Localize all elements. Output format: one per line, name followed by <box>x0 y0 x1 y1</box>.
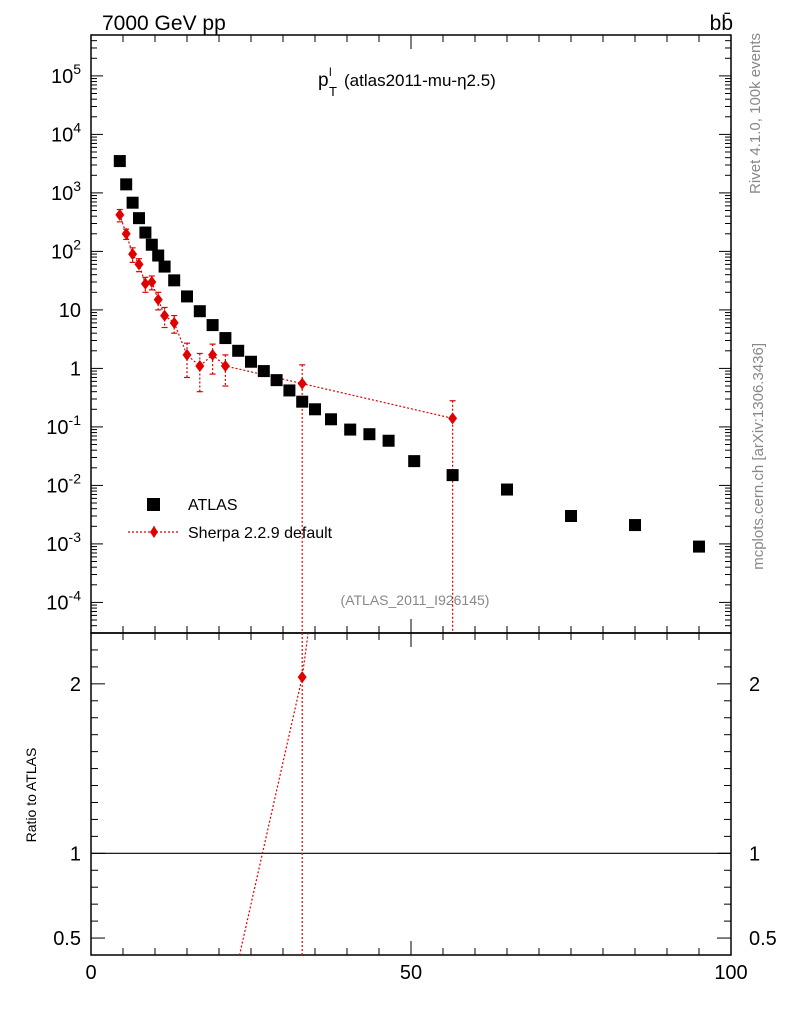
ratio-y-tick-label-right: 2 <box>749 674 760 696</box>
atlas-data-point <box>193 305 206 318</box>
mc-data-point <box>121 227 131 240</box>
atlas-data-point <box>113 155 126 168</box>
energy-label: 7000 GeV pp <box>102 12 226 35</box>
mc-error-bars <box>116 208 456 633</box>
ratio-y-tick-label-right: 1 <box>749 843 760 865</box>
main-y-tick-label: 105 <box>51 61 81 88</box>
atlas-data-points <box>113 155 705 553</box>
atlas-data-point <box>693 540 705 553</box>
atlas-data-point <box>309 403 321 416</box>
atlas-data-point <box>126 196 139 209</box>
atlas-data-point <box>206 319 219 332</box>
ratio-mc-series <box>238 633 309 955</box>
atlas-data-point <box>446 469 459 482</box>
atlas-data-point <box>501 483 513 496</box>
main-y-tick-label: 10-2 <box>46 470 81 497</box>
atlas-data-point <box>145 238 158 251</box>
mc-data-point <box>169 316 179 329</box>
ratio-y-tick-label-left: 2 <box>70 674 81 696</box>
atlas-data-point <box>181 290 193 303</box>
ratio-y-tick-labels: 0.5 0.5 1 1 2 2 <box>53 674 777 950</box>
rivet-version-label: Rivet 4.1.0, 100k events <box>747 33 764 194</box>
ratio-mc-line <box>238 633 309 955</box>
mc-data-point <box>297 377 307 390</box>
main-y-ticks <box>91 34 731 634</box>
chart-title: p <box>318 70 329 91</box>
title-subscript: T <box>329 84 337 99</box>
mc-data-point <box>448 412 458 425</box>
legend-sherpa-label: Sherpa 2.2.9 default <box>188 525 333 542</box>
atlas-data-point <box>158 260 171 273</box>
mc-data-point <box>147 275 157 288</box>
mc-data-point <box>195 359 205 372</box>
main-y-tick-label: 1 <box>70 358 81 380</box>
atlas-data-point <box>363 428 376 441</box>
atlas-data-point <box>408 455 421 468</box>
atlas-data-point <box>133 212 145 225</box>
ratio-x-tick-label: 0 <box>85 962 96 984</box>
ratio-x-tick-labels: 0 50 100 <box>85 962 747 984</box>
ratio-y-tick-label-left: 1 <box>70 843 81 865</box>
mc-data-points <box>115 208 458 425</box>
title-p: p <box>318 70 329 91</box>
mc-data-point <box>220 359 230 372</box>
main-panel-frame <box>90 34 732 634</box>
main-y-tick-label: 10-3 <box>46 529 81 556</box>
mc-data-point <box>134 258 144 271</box>
title-rest: (atlas2011-mu-η2.5) <box>344 71 496 90</box>
ratio-x-tick-label: 100 <box>714 962 747 984</box>
atlas-data-point <box>120 178 133 191</box>
atlas-data-point <box>270 374 283 387</box>
ratio-x-ticks <box>90 633 732 955</box>
main-y-tick-labels: 10-4 10-3 10-2 10-1 1 10 102 103 104 105 <box>46 61 81 615</box>
main-x-ticks <box>90 35 732 633</box>
atlas-data-point <box>219 332 232 345</box>
title-superscript: l <box>329 65 332 79</box>
atlas-data-point <box>232 344 245 357</box>
atlas-data-point <box>283 384 296 397</box>
atlas-data-point <box>152 249 165 262</box>
mcplots-label: mcplots.cern.ch [arXiv:1306.3436] <box>750 343 767 570</box>
ratio-panel: 0.5 0.5 1 1 2 2 0 50 100 Ratio to ATLAS <box>23 632 777 984</box>
atlas-data-point <box>344 423 357 436</box>
ratio-y-axis-label: Ratio to ATLAS <box>23 748 39 843</box>
ratio-mc-point <box>297 671 307 684</box>
atlas-data-point <box>325 413 337 426</box>
mc-data-point <box>182 348 192 361</box>
ratio-panel-frame <box>90 632 732 956</box>
main-y-tick-label: 10-1 <box>46 412 81 439</box>
process-label: bb̄ <box>710 12 733 35</box>
mc-data-point <box>153 293 163 306</box>
analysis-label: (ATLAS_2011_I926145) <box>341 592 490 608</box>
main-y-tick-label: 10 <box>59 300 81 322</box>
main-y-tick-label: 10-4 <box>46 587 81 614</box>
ratio-y-ticks <box>91 632 731 956</box>
atlas-data-point <box>245 355 257 368</box>
mc-data-point <box>140 277 150 290</box>
atlas-data-point <box>565 509 577 522</box>
main-panel: 10-4 10-3 10-2 10-1 1 10 102 103 104 105 p T l (a… <box>46 34 732 634</box>
mc-data-point <box>160 309 170 322</box>
ratio-y-tick-label-left: 0.5 <box>53 928 81 950</box>
mc-data-point <box>115 208 125 221</box>
atlas-data-point <box>296 395 309 408</box>
atlas-data-point <box>168 274 181 287</box>
legend-atlas-label: ATLAS <box>188 497 238 514</box>
atlas-data-point <box>629 519 641 532</box>
main-y-tick-label: 104 <box>51 119 81 146</box>
ratio-x-tick-label: 50 <box>400 962 422 984</box>
main-y-tick-label: 102 <box>51 236 81 263</box>
legend: ATLAS Sherpa 2.2.9 default <box>128 497 333 542</box>
atlas-data-point <box>382 434 395 447</box>
atlas-data-point <box>257 365 270 378</box>
legend-sherpa-marker <box>150 526 158 538</box>
ratio-y-tick-label-right: 0.5 <box>749 928 777 950</box>
atlas-data-point <box>139 226 152 239</box>
mc-data-point <box>128 248 138 261</box>
mc-data-point <box>208 348 218 361</box>
main-y-tick-label: 103 <box>51 178 81 205</box>
legend-atlas-marker <box>147 498 160 511</box>
